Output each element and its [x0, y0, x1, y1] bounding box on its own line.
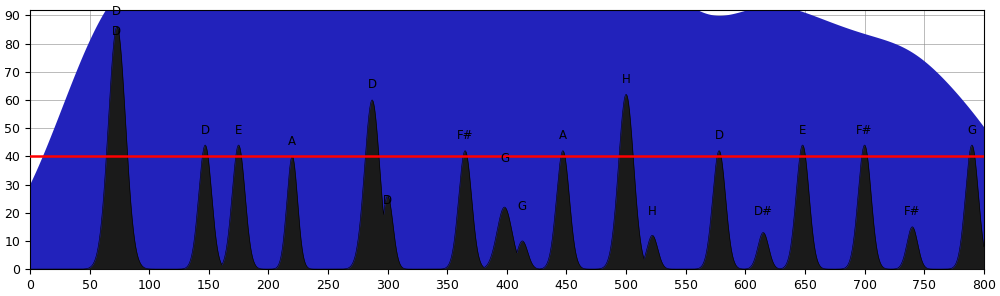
Text: A: A: [288, 135, 296, 148]
Text: F#: F#: [457, 129, 473, 142]
Text: H: H: [622, 73, 630, 86]
Text: G: G: [967, 124, 976, 136]
Text: D: D: [715, 129, 724, 142]
Text: H: H: [648, 205, 657, 218]
Text: D: D: [112, 25, 121, 38]
Text: A: A: [559, 129, 567, 142]
Text: D: D: [201, 124, 210, 136]
Text: E: E: [235, 124, 242, 136]
Text: G: G: [518, 200, 527, 213]
Text: G: G: [500, 152, 509, 165]
Text: D: D: [112, 5, 121, 18]
Text: D: D: [383, 194, 392, 207]
Text: F#: F#: [856, 124, 873, 136]
Text: D: D: [368, 78, 377, 91]
Text: D#: D#: [754, 205, 773, 218]
Text: F#: F#: [904, 205, 921, 218]
Text: E: E: [799, 124, 806, 136]
